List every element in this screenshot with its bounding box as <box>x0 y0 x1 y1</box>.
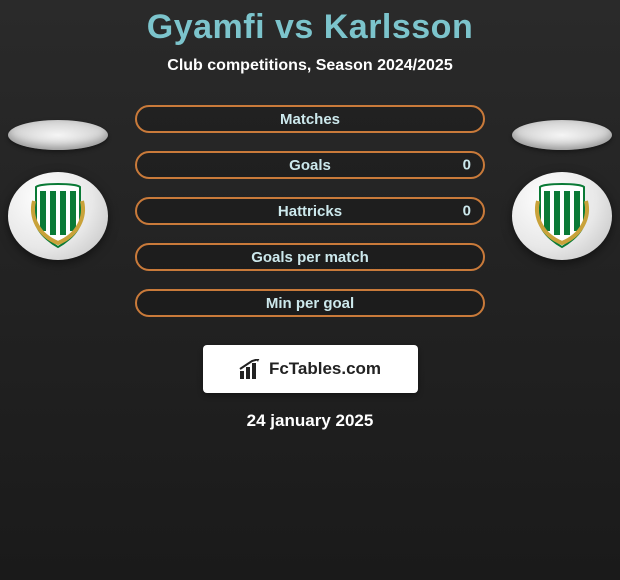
stat-label: Min per goal <box>266 295 354 312</box>
subtitle: Club competitions, Season 2024/2025 <box>0 57 620 75</box>
generated-date: 24 january 2025 <box>0 411 620 431</box>
page-title: Gyamfi vs Karlsson <box>0 8 620 47</box>
stat-row-goals-per-match: Goals per match <box>135 243 485 271</box>
stat-row-goals: Goals 0 <box>135 151 485 179</box>
stat-row-min-per-goal: Min per goal <box>135 289 485 317</box>
stat-label: Hattricks <box>278 203 342 220</box>
chart-icon <box>239 359 263 379</box>
stat-row-hattricks: Hattricks 0 <box>135 197 485 225</box>
stat-right-value: 0 <box>463 203 471 220</box>
brand-logo: FcTables.com <box>203 345 418 393</box>
stat-label: Matches <box>280 111 340 128</box>
stat-label: Goals per match <box>251 249 369 266</box>
stat-row-matches: Matches <box>135 105 485 133</box>
stat-label: Goals <box>289 157 331 174</box>
stat-right-value: 0 <box>463 157 471 174</box>
brand-text: FcTables.com <box>269 359 381 379</box>
comparison-card: Gyamfi vs Karlsson Club competitions, Se… <box>0 0 620 431</box>
stats-list: Matches Goals 0 Hattricks 0 Goals per ma… <box>135 105 485 317</box>
